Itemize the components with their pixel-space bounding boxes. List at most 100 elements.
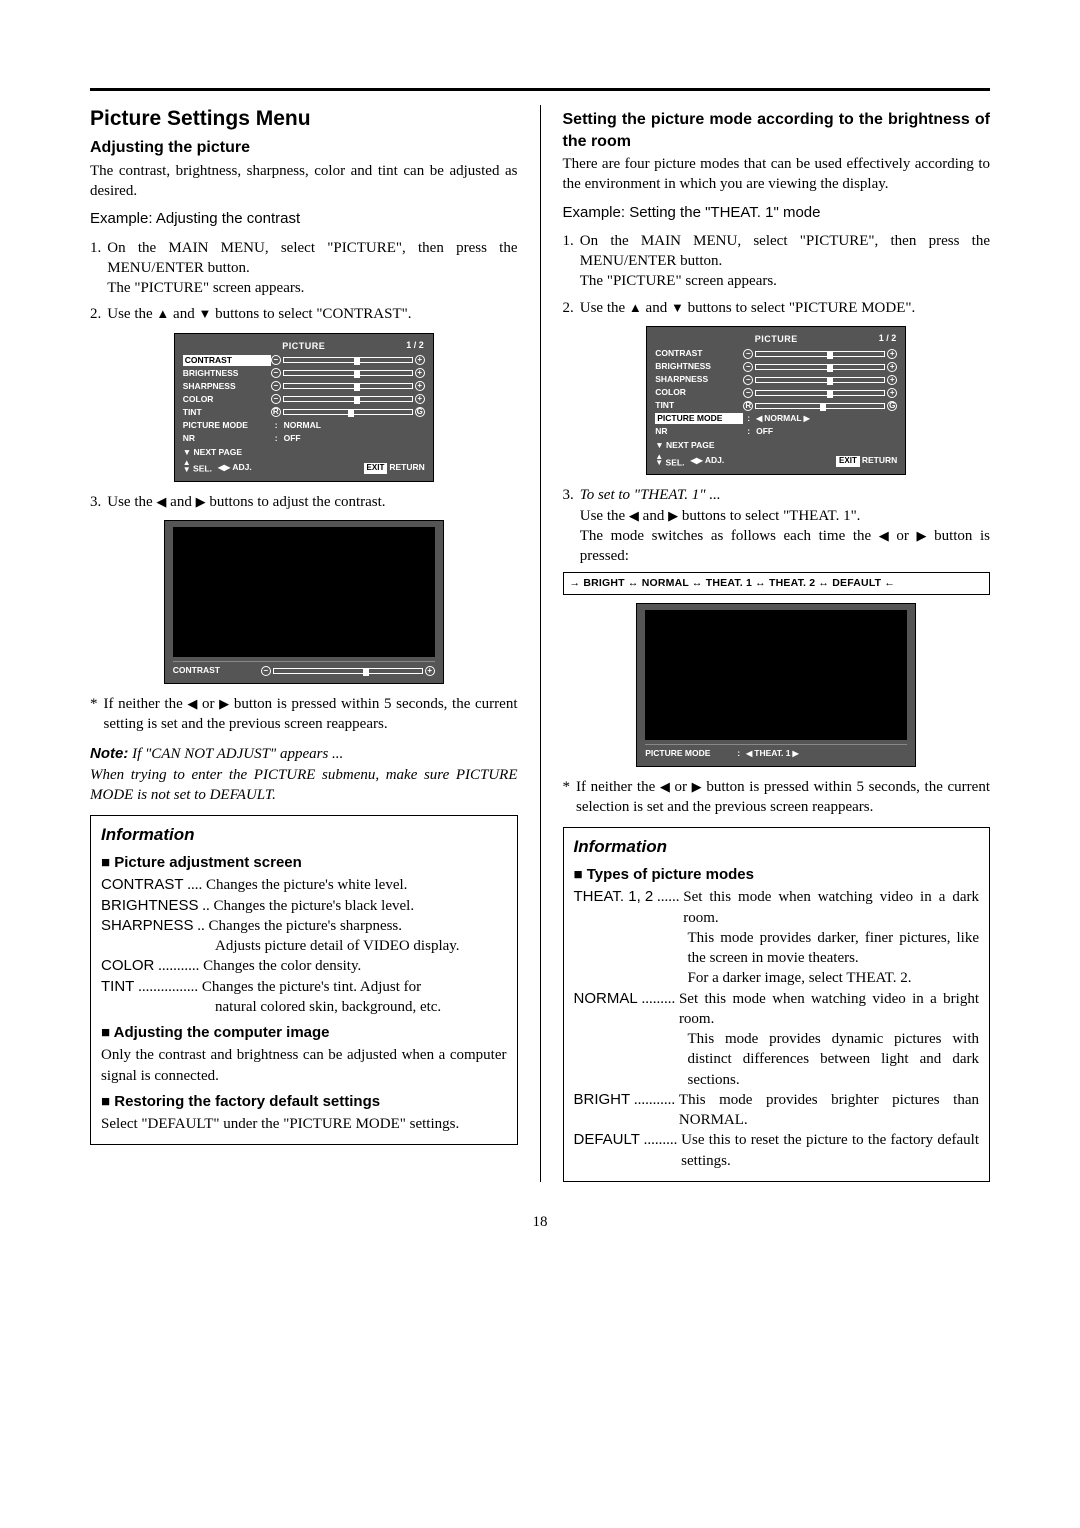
minus-icon: − (743, 388, 753, 398)
osd-slider: −+ (743, 362, 897, 372)
osd-title: PICTURE (183, 340, 425, 352)
rewind-icon: R (743, 401, 753, 411)
def-term: BRIGHTNESS (101, 896, 199, 916)
osd-value-text: NORMAL (764, 413, 801, 424)
def-body: Set this mode when watching video in a d… (683, 887, 979, 928)
osd-exit-badge: EXIT (836, 456, 860, 467)
def-row: THEAT. 1, 2 ...... Set this mode when wa… (574, 887, 980, 928)
step-text: buttons to select "THEAT. 1". (678, 508, 860, 524)
osd-value: :◀THEAT. 1▶ (737, 748, 798, 760)
def-continuation: natural colored skin, background, etc. (101, 997, 507, 1017)
example-label: Example: Setting the "THEAT. 1" mode (563, 203, 991, 223)
def-dots: .. (194, 916, 209, 936)
plus-icon: + (887, 362, 897, 372)
mode-cycle-diagram: → BRIGHT ↔ NORMAL ↔ THEAT. 1 ↔ THEAT. 2 … (563, 572, 991, 594)
minus-icon: − (743, 349, 753, 359)
osd-value-text: NORMAL (284, 420, 321, 430)
right-column: Setting the picture mode according to th… (563, 105, 991, 1182)
def-term: NORMAL (574, 989, 638, 1009)
osd-row-label: CONTRAST (655, 348, 743, 359)
step-body: On the MAIN MENU, select "PICTURE", then… (107, 238, 517, 299)
step-text: and (639, 508, 668, 524)
def-body: Set this mode when watching video in a b… (679, 989, 979, 1030)
step-number: 2. (563, 298, 574, 318)
osd-slider: −+ (743, 388, 897, 398)
def-dots: ........... (154, 956, 203, 976)
right-arrow-icon: ▶ (804, 414, 810, 425)
osd-row-label: SHARPNESS (183, 381, 271, 392)
plus-icon: + (887, 349, 897, 359)
osd-next-page: ▼ NEXT PAGE (183, 447, 425, 458)
def-body: Changes the picture's tint. Adjust for (202, 977, 421, 997)
osd-slider: −+ (743, 375, 897, 385)
note-label: Note: (90, 745, 128, 762)
steps-list: 3. Use the ◀ and ▶ buttons to adjust the… (90, 492, 518, 512)
footnote-text: If neither the (576, 779, 660, 795)
information-box: Information Types of picture modes THEAT… (563, 827, 991, 1182)
info-subhead: Restoring the factory default settings (101, 1092, 507, 1112)
def-body: Changes the picture's sharpness. (209, 916, 403, 936)
minus-icon: − (271, 355, 281, 365)
right-arrow-icon: ▶ (196, 495, 206, 508)
updown-arrow-icon: ▲▼ (183, 460, 191, 473)
def-term: DEFAULT (574, 1130, 640, 1150)
info-subhead: Picture adjustment screen (101, 853, 507, 873)
left-arrow-icon: ◀ (187, 697, 197, 710)
def-body: Changes the picture's white level. (206, 875, 407, 895)
footnote: * If neither the ◀ or ▶ button is presse… (563, 777, 991, 818)
osd-row-label: COLOR (183, 394, 271, 405)
step-3: 3. Use the ◀ and ▶ buttons to adjust the… (90, 492, 518, 512)
osd-value: :◀NORMAL▶ (747, 413, 809, 425)
osd-slider: −+ (271, 368, 425, 378)
osd-slider: −+ (271, 381, 425, 391)
note-line: Note: If "CAN NOT ADJUST" appears ... (90, 744, 518, 764)
page-number: 18 (90, 1212, 990, 1232)
left-column: Picture Settings Menu Adjusting the pict… (90, 105, 518, 1182)
def-dots: ........... (630, 1090, 679, 1110)
definition-list: THEAT. 1, 2 ...... Set this mode when wa… (574, 887, 980, 1171)
osd-footer: ▲▼ SEL. ◀▶ ADJ. EXITRETURN (655, 454, 897, 469)
step-body: Use the ▲ and ▼ buttons to select "CONTR… (107, 304, 411, 324)
def-dots: ...... (653, 887, 683, 907)
left-arrow-icon: ◀ (756, 414, 762, 425)
minus-icon: − (271, 394, 281, 404)
def-dots: .. (199, 896, 214, 916)
plus-icon: + (425, 666, 435, 676)
def-dots: ................ (134, 977, 202, 997)
left-arrow-icon: ◀ (629, 509, 639, 522)
step-1: 1. On the MAIN MENU, select "PICTURE", t… (563, 231, 991, 292)
up-arrow-icon: ▲ (156, 307, 169, 320)
osd-return-label: RETURN (389, 462, 424, 472)
def-row: NORMAL ......... Set this mode when watc… (574, 989, 980, 1030)
def-body: Changes the picture's black level. (214, 896, 415, 916)
def-row: SHARPNESS .. Changes the picture's sharp… (101, 916, 507, 936)
osd-page-indicator: 1 / 2 (879, 332, 897, 344)
down-arrow-icon: ▼ (198, 307, 211, 320)
steps-list: 3. To set to "THEAT. 1" ... Use the ◀ an… (563, 485, 991, 566)
intro-text: The contrast, brightness, sharpness, col… (90, 161, 518, 202)
osd-row-label: CONTRAST (173, 665, 261, 676)
up-arrow-icon: ▲ (629, 301, 642, 314)
osd-sel-label: SEL. (193, 464, 212, 474)
plus-icon: + (887, 388, 897, 398)
step-body: Use the ◀ and ▶ buttons to adjust the co… (107, 492, 385, 512)
step-text: or (889, 528, 917, 544)
step-body: On the MAIN MENU, select "PICTURE", then… (580, 231, 990, 292)
left-arrow-icon: ◀ (879, 529, 889, 542)
def-continuation: This mode provides dynamic pictures with… (574, 1029, 980, 1090)
def-dots: ......... (638, 989, 679, 1009)
minus-icon: − (261, 666, 271, 676)
footnote-body: If neither the ◀ or ▶ button is pressed … (104, 694, 518, 735)
osd-row-label: TINT (183, 407, 271, 418)
def-term: SHARPNESS (101, 916, 194, 936)
osd-slider: −+ (271, 355, 425, 365)
plus-icon: + (415, 381, 425, 391)
step-number: 3. (90, 492, 101, 512)
osd-picture-menu: 1 / 2 PICTURE CONTRAST −+ BRIGHTNESS −+ … (646, 326, 906, 475)
def-term: TINT (101, 977, 134, 997)
osd-row-label: BRIGHTNESS (655, 361, 743, 372)
step-text: On the MAIN MENU, select "PICTURE", then… (580, 233, 990, 269)
minus-icon: − (743, 375, 753, 385)
step-text: On the MAIN MENU, select "PICTURE", then… (107, 240, 517, 276)
right-arrow-icon: ▶ (792, 749, 798, 760)
